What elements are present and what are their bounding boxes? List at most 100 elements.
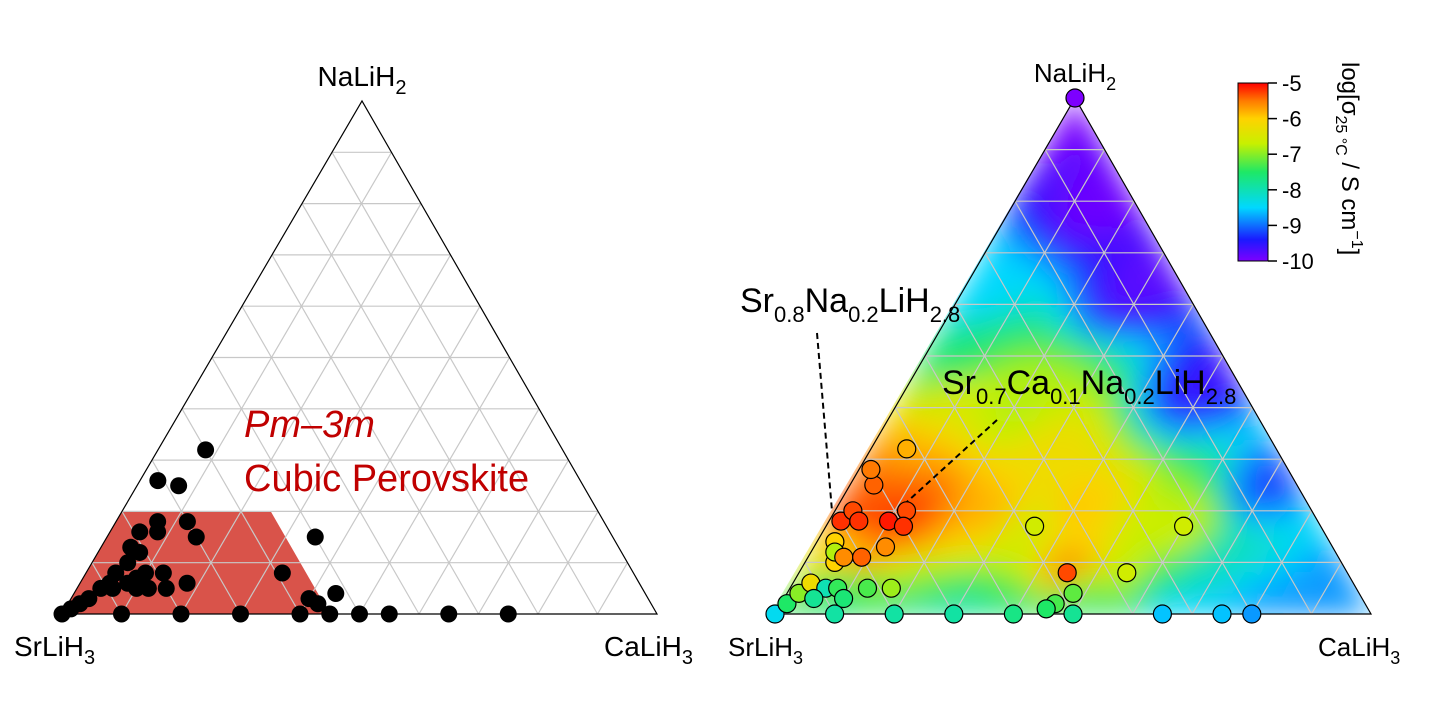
data-point xyxy=(849,511,869,531)
colorbar-tick-label: -9 xyxy=(1282,213,1302,238)
right-grid xyxy=(804,149,1342,615)
data-point xyxy=(149,472,167,490)
data-point xyxy=(1173,516,1194,536)
annotation-2-leader xyxy=(896,419,998,512)
data-point xyxy=(178,574,196,592)
data-point xyxy=(1024,516,1045,536)
data-point xyxy=(131,543,149,561)
left-ternary-panel: NaLiH2 SrLiH3 CaLiH3 Pm–3m Cubic Perovsk… xyxy=(14,61,693,669)
data-point xyxy=(440,605,458,623)
data-point xyxy=(864,475,884,495)
grid-line xyxy=(924,355,1074,615)
region-subtitle: Cubic Perovskite xyxy=(244,458,529,500)
data-point xyxy=(113,605,130,623)
data-point xyxy=(857,578,878,598)
grid-line xyxy=(271,254,480,615)
grid-line xyxy=(1072,355,1224,615)
grid-line xyxy=(1132,407,1254,615)
data-point xyxy=(178,513,196,531)
data-point xyxy=(154,564,172,582)
grid-line xyxy=(418,408,540,615)
data-point xyxy=(881,578,901,598)
data-point xyxy=(861,459,881,480)
data-point xyxy=(380,605,398,623)
data-point xyxy=(833,588,854,609)
left-data-points xyxy=(53,441,517,623)
annotation-1-label: Sr0.8Na0.2LiH2.8 xyxy=(740,282,960,327)
grid-line xyxy=(537,511,599,615)
data-point xyxy=(1063,583,1083,603)
data-point xyxy=(119,554,137,572)
data-point xyxy=(896,501,917,521)
grid-line xyxy=(358,357,511,615)
colorbar-tick-label: -5 xyxy=(1282,71,1302,96)
data-point xyxy=(1212,604,1232,624)
data-point xyxy=(327,584,345,602)
data-point xyxy=(824,604,845,624)
right-right-vertex-label: CaLiH3 xyxy=(1318,632,1400,668)
data-point xyxy=(351,605,368,623)
annotation-2-label: Sr0.7Ca0.1Na0.2LiH2.8 xyxy=(942,364,1236,409)
data-point xyxy=(197,441,215,459)
data-point xyxy=(1065,88,1085,108)
data-point xyxy=(80,590,98,608)
data-point xyxy=(1152,604,1173,624)
data-point xyxy=(157,579,175,597)
data-point xyxy=(149,513,167,531)
grid-line xyxy=(1251,510,1313,615)
colorbar-tick-label: -6 xyxy=(1282,107,1302,132)
right-data-points xyxy=(765,88,1262,624)
annotation-1-leader xyxy=(816,332,833,512)
colorbar-gradient xyxy=(1237,82,1269,262)
grid-line xyxy=(1310,562,1342,615)
data-point xyxy=(187,528,205,546)
right-left-vertex-label: SrLiH3 xyxy=(728,632,803,668)
grid-line xyxy=(211,357,361,615)
data-point xyxy=(273,564,291,582)
left-right-vertex-label: CaLiH3 xyxy=(604,631,693,669)
data-point xyxy=(232,605,249,623)
data-point xyxy=(170,477,188,495)
left-left-vertex-label: SrLiH3 xyxy=(14,631,95,669)
data-point xyxy=(804,588,824,609)
data-point xyxy=(291,605,309,623)
colorbar-tick-label: -7 xyxy=(1282,142,1302,167)
data-point xyxy=(172,605,190,623)
right-ternary-panel: NaLiH2 SrLiH3 CaLiH3 Sr0.8Na0.2LiH2.8 Sr… xyxy=(728,58,1400,668)
data-point xyxy=(875,537,896,557)
grid-line xyxy=(596,562,629,615)
grid-line xyxy=(834,149,1106,615)
data-point xyxy=(893,516,914,536)
data-point xyxy=(321,605,339,623)
grid-line xyxy=(894,407,1014,615)
colorbar-tick-label: -10 xyxy=(1282,249,1314,274)
data-point xyxy=(131,523,149,541)
grid-line xyxy=(1191,458,1283,615)
left-top-vertex-label: NaLiH2 xyxy=(318,61,407,99)
data-point xyxy=(852,547,872,567)
data-point xyxy=(306,528,324,546)
right-top-vertex-label: NaLiH2 xyxy=(1034,58,1116,94)
data-point xyxy=(1057,563,1077,583)
data-point xyxy=(1003,604,1024,624)
grid-line xyxy=(984,252,1193,615)
data-point xyxy=(128,579,145,597)
grid-line xyxy=(477,459,570,615)
data-point xyxy=(1036,599,1056,619)
data-point xyxy=(944,604,964,624)
data-point xyxy=(499,605,517,623)
grid-line xyxy=(1044,149,1312,615)
data-point xyxy=(104,579,122,597)
data-point xyxy=(1063,604,1083,624)
data-point xyxy=(137,564,154,582)
data-point xyxy=(309,595,327,613)
grid-line xyxy=(331,152,599,615)
data-point xyxy=(884,604,904,624)
colorbar-tick-label: -8 xyxy=(1282,178,1302,203)
colorbar-label: log[σ25 °C / S cm−1] xyxy=(1332,62,1365,255)
region-title: Pm–3m xyxy=(244,404,375,446)
data-point xyxy=(1117,563,1137,583)
data-point xyxy=(834,547,854,567)
data-point xyxy=(1242,604,1262,624)
